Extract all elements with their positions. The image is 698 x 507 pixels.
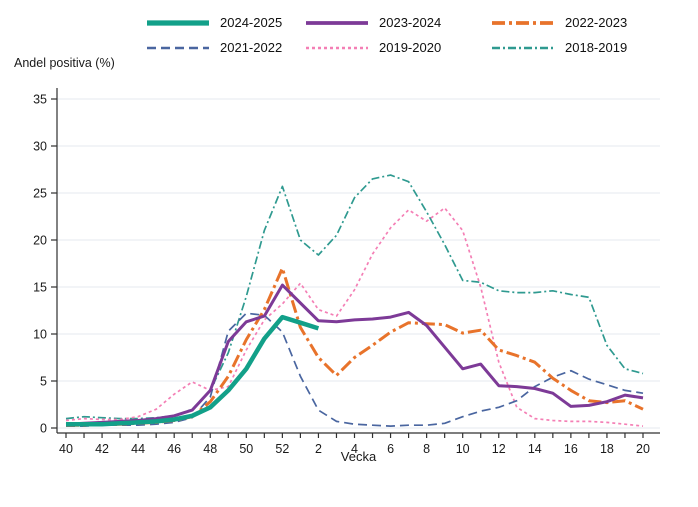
legend-line-2023-2024 (306, 21, 368, 25)
legend-line-2022-2023 (492, 21, 554, 25)
y-tick-label: 0 (40, 422, 47, 436)
legend-label: 2018-2019 (565, 40, 628, 55)
legend-label: 2021-2022 (220, 40, 283, 55)
legend-label: 2022-2023 (565, 15, 628, 30)
y-tick-label: 30 (33, 140, 47, 154)
x-tick-label: 40 (59, 442, 73, 456)
legend-item-2018-2019: 2018-2019 (490, 40, 627, 56)
series-line-2021-2022 (66, 312, 644, 427)
x-tick-label: 20 (636, 442, 650, 456)
x-axis-title: Vecka (340, 449, 377, 464)
legend-item-2024-2025: 2024-2025 (145, 15, 282, 31)
x-tick-label: 18 (600, 442, 614, 456)
series-line-2024-2025 (66, 314, 320, 427)
x-tick-label: 48 (203, 442, 217, 456)
x-tick-label: 4 (351, 442, 358, 456)
legend-item-2022-2023: 2022-2023 (490, 15, 627, 31)
x-tick-label: 8 (423, 442, 430, 456)
x-tick-label: 12 (492, 442, 506, 456)
legend-line-2018-2019 (492, 46, 554, 50)
legend-item-2021-2022: 2021-2022 (145, 40, 282, 56)
x-tick-label: 2 (315, 442, 322, 456)
x-tick-label: 46 (167, 442, 181, 456)
y-axis-title: Andel positiva (%) (14, 56, 115, 70)
y-tick-label: 15 (33, 281, 47, 295)
y-tick-label: 25 (33, 187, 47, 201)
x-tick-label: 6 (387, 442, 394, 456)
x-tick-label: 14 (528, 442, 542, 456)
x-tick-label: 10 (456, 442, 470, 456)
series-line-2019-2020 (65, 207, 644, 427)
x-tick-label: 50 (239, 442, 253, 456)
legend-item-2019-2020: 2019-2020 (304, 40, 441, 56)
x-tick-label: 44 (131, 442, 145, 456)
legend-label: 2024-2025 (220, 15, 283, 30)
legend-label: 2019-2020 (379, 40, 442, 55)
y-tick-label: 35 (33, 93, 47, 107)
y-tick-label: 10 (33, 328, 47, 342)
x-tick-label: 42 (95, 442, 109, 456)
y-tick-label: 5 (40, 375, 47, 389)
x-tick-label: 16 (564, 442, 578, 456)
x-tick-label: 52 (275, 442, 289, 456)
y-tick-label: 20 (33, 234, 47, 248)
series-line-2023-2024 (65, 283, 644, 426)
legend-line-2019-2020 (306, 46, 368, 50)
legend-line-2021-2022 (147, 46, 209, 50)
legend-label: 2023-2024 (379, 15, 442, 30)
legend-item-2023-2024: 2023-2024 (304, 15, 441, 31)
legend-line-2024-2025 (147, 20, 209, 26)
